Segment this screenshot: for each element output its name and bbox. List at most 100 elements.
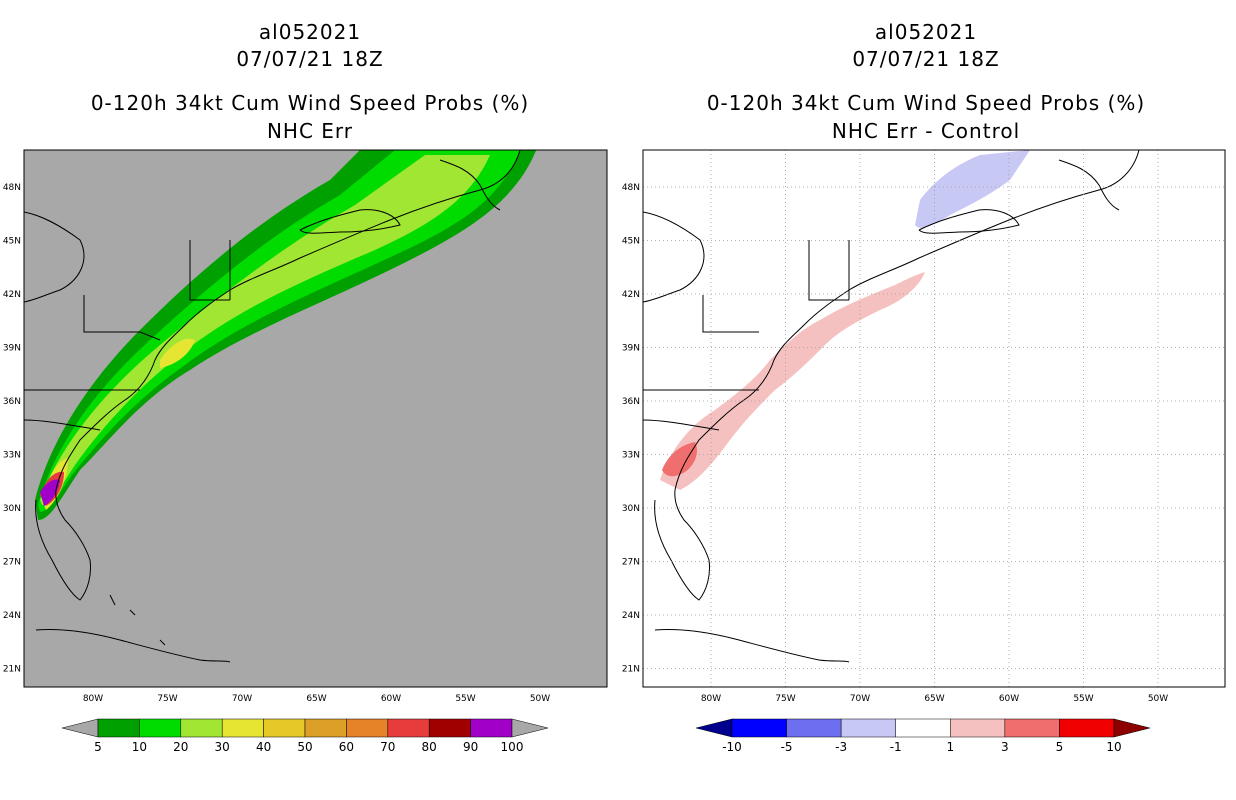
lon-label: 60W — [381, 694, 401, 704]
colorbar-swatch — [840, 718, 896, 738]
lat-label: 48N — [622, 183, 640, 193]
colorbar-level-label: 90 — [463, 740, 478, 754]
colorbar-swatch — [470, 718, 513, 738]
left-coastlines — [24, 150, 521, 663]
colorbar-level-label: -10 — [722, 740, 742, 754]
diff-positive-area — [660, 272, 925, 490]
right-map-frame — [642, 149, 1226, 688]
colorbar-level-label: 10 — [1106, 740, 1121, 754]
lat-label: 24N — [622, 611, 640, 621]
lon-label: 75W — [157, 694, 177, 704]
colorbar-over-triangle — [511, 718, 549, 738]
colorbar-swatch — [387, 718, 430, 738]
right-graticule — [643, 150, 1225, 687]
lon-label: 50W — [1148, 694, 1168, 704]
colorbar-swatch — [180, 718, 223, 738]
left-datetime: 07/07/21 18Z — [236, 47, 384, 71]
lat-label: 36N — [3, 397, 21, 407]
lat-label: 33N — [622, 451, 640, 461]
colorbar-level-label: 50 — [297, 740, 312, 754]
colorbar-level-label: 20 — [173, 740, 188, 754]
colorbar-level-label: 80 — [422, 740, 437, 754]
colorbar-level-label: 5 — [1056, 740, 1064, 754]
lat-label: 21N — [622, 665, 640, 675]
lat-label: 21N — [3, 665, 21, 675]
lat-label: 30N — [3, 504, 21, 514]
lat-label: 27N — [3, 558, 21, 568]
lat-label: 39N — [622, 344, 640, 354]
lat-label: 36N — [622, 397, 640, 407]
lon-label: 50W — [530, 694, 550, 704]
colorbar-swatch — [1059, 718, 1115, 738]
right-map-background — [643, 150, 1225, 687]
colorbar-level-label: -5 — [781, 740, 793, 754]
left-map-frame — [23, 149, 608, 688]
lat-label: 39N — [3, 344, 21, 354]
colorbar-level-label: 5 — [94, 740, 102, 754]
right-coastlines — [643, 150, 1140, 663]
colorbar-level-label: 10 — [132, 740, 147, 754]
colorbar-swatch — [97, 718, 140, 738]
left-subtitle: NHC Err — [266, 119, 354, 143]
colorbar-under-triangle — [695, 718, 733, 738]
colorbar-level-label: 70 — [380, 740, 395, 754]
left-colorbar: 5 10 20 30 40 50 60 70 80 90 100 — [61, 718, 549, 754]
left-map: 48N 45N 42N 39N 36N 33N 30N 27N 24N 21N 80W 75W 70W 6… — [3, 149, 608, 754]
lat-label: 45N — [622, 237, 640, 247]
left-storm-id: al052021 — [258, 20, 362, 44]
swath-100pct — [40, 479, 60, 506]
colorbar-swatch — [950, 718, 1006, 738]
lat-label: 42N — [3, 290, 21, 300]
colorbar-swatch — [346, 718, 389, 738]
swath-20pct — [40, 155, 490, 505]
right-axis-ticks: 48N 45N 42N 39N 36N 33N 30N 27N 24N 21N 80W 75W 70W 6… — [622, 183, 1168, 704]
swath-30pct — [160, 338, 195, 368]
lat-label: 27N — [622, 558, 640, 568]
lon-label: 65W — [924, 694, 944, 704]
lon-label: 70W — [850, 694, 870, 704]
right-product-title: 0-120h 34kt Cum Wind Speed Probs (%) — [706, 91, 1146, 115]
lat-label: 45N — [3, 237, 21, 247]
lat-label: 48N — [3, 183, 21, 193]
diff-positive-strong — [662, 442, 697, 477]
colorbar-swatch — [895, 718, 951, 738]
lon-label: 60W — [999, 694, 1019, 704]
colorbar-level-label: -1 — [890, 740, 902, 754]
lon-label: 55W — [1073, 694, 1093, 704]
right-datetime: 07/07/21 18Z — [852, 47, 1000, 71]
diff-negative-area — [915, 150, 1030, 228]
colorbar-level-label: 100 — [501, 740, 524, 754]
colorbar-level-label: 30 — [215, 740, 230, 754]
colorbar-swatch — [221, 718, 264, 738]
swath-10pct — [38, 150, 520, 512]
lon-label: 80W — [83, 694, 103, 704]
colorbar-swatch — [304, 718, 347, 738]
lat-label: 42N — [622, 290, 640, 300]
lon-label: 75W — [775, 694, 795, 704]
colorbar-level-label: 1 — [946, 740, 954, 754]
colorbar-swatch — [786, 718, 842, 738]
colorbar-swatch — [731, 718, 787, 738]
colorbar-swatch — [263, 718, 306, 738]
colorbar-swatch — [1004, 718, 1060, 738]
right-difference-field — [660, 150, 1030, 490]
lat-label: 33N — [3, 451, 21, 461]
lon-label: 70W — [232, 694, 252, 704]
colorbar-level-label: 60 — [339, 740, 354, 754]
colorbar-over-triangle — [1113, 718, 1151, 738]
colorbar-level-label: 40 — [256, 740, 271, 754]
lon-label: 80W — [701, 694, 721, 704]
right-storm-id: al052021 — [874, 20, 978, 44]
colorbar-level-label: 3 — [1001, 740, 1009, 754]
colorbar-level-label: -3 — [835, 740, 847, 754]
lon-label: 65W — [306, 694, 326, 704]
left-product-title: 0-120h 34kt Cum Wind Speed Probs (%) — [90, 91, 530, 115]
colorbar-under-triangle — [61, 718, 99, 738]
lat-label: 24N — [3, 611, 21, 621]
right-subtitle: NHC Err - Control — [831, 119, 1021, 143]
right-colorbar: -10 -5 -3 -1 1 3 5 10 — [695, 718, 1151, 754]
lat-label: 30N — [622, 504, 640, 514]
left-axis-ticks: 48N 45N 42N 39N 36N 33N 30N 27N 24N 21N 80W 75W 70W 6… — [3, 183, 550, 704]
colorbar-swatch — [428, 718, 471, 738]
colorbar-swatch — [139, 718, 182, 738]
